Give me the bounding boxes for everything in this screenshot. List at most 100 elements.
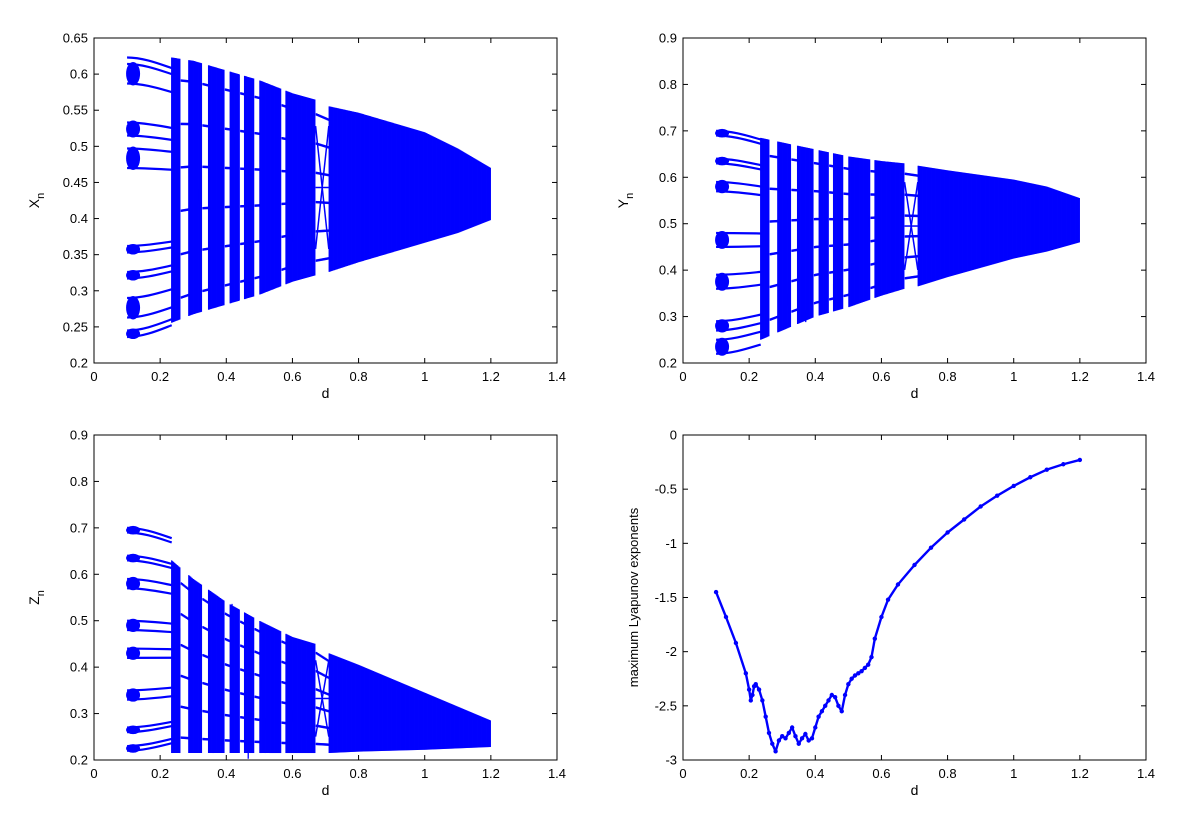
window-point bbox=[242, 167, 245, 171]
window-point bbox=[909, 276, 911, 279]
window-point bbox=[872, 193, 874, 196]
window-point bbox=[227, 166, 229, 170]
window-point bbox=[323, 657, 326, 660]
window-point bbox=[186, 294, 188, 297]
window-point bbox=[872, 170, 874, 173]
window-point bbox=[774, 220, 776, 223]
lyapunov-curve-segment bbox=[930, 531, 949, 549]
window-point bbox=[186, 736, 188, 740]
attractor-blob bbox=[715, 272, 730, 291]
window-point bbox=[258, 275, 260, 279]
window-point bbox=[315, 670, 318, 673]
data-layer bbox=[713, 457, 1083, 754]
x-tick-label: 0.2 bbox=[740, 766, 758, 781]
window-point bbox=[227, 689, 229, 692]
window-point bbox=[324, 657, 327, 661]
window-point bbox=[240, 167, 242, 170]
window-point bbox=[319, 725, 321, 728]
window-point bbox=[255, 740, 257, 744]
window-point bbox=[183, 645, 185, 648]
window-point bbox=[318, 671, 320, 674]
window-point bbox=[186, 251, 188, 254]
window-point bbox=[320, 654, 322, 658]
window-point bbox=[258, 629, 260, 633]
window-point bbox=[322, 229, 325, 233]
window-point bbox=[254, 276, 256, 280]
window-point bbox=[182, 122, 184, 126]
window-point bbox=[206, 710, 209, 714]
window-point bbox=[203, 682, 205, 685]
window-point bbox=[907, 235, 909, 238]
y-tick-label: 0.8 bbox=[70, 474, 88, 489]
window-point bbox=[773, 187, 775, 191]
window-point bbox=[829, 298, 831, 301]
window-point bbox=[320, 743, 322, 746]
window-point bbox=[816, 301, 818, 304]
window-point bbox=[205, 83, 207, 86]
window-point bbox=[224, 739, 227, 742]
window-point bbox=[322, 116, 325, 119]
x-tick-label: 0 bbox=[679, 369, 686, 384]
y-tick-label: 0.4 bbox=[659, 263, 677, 278]
window-point bbox=[255, 650, 257, 654]
window-point bbox=[183, 122, 185, 126]
window-point bbox=[321, 690, 323, 693]
window-point bbox=[323, 726, 326, 729]
window-point bbox=[913, 235, 916, 238]
window-point bbox=[327, 201, 329, 205]
window-point bbox=[326, 709, 328, 712]
window-point bbox=[187, 251, 189, 254]
window-point bbox=[769, 154, 772, 158]
window-point bbox=[772, 220, 774, 223]
window-point bbox=[326, 173, 328, 177]
window-point bbox=[240, 92, 242, 95]
y-tick-label: 0.55 bbox=[63, 103, 88, 118]
window-point bbox=[316, 113, 319, 117]
window-point bbox=[911, 194, 913, 197]
window-point bbox=[815, 273, 818, 276]
window-point bbox=[184, 122, 186, 126]
window-point bbox=[225, 166, 228, 170]
window-point bbox=[281, 137, 283, 140]
y-tick-label: 0 bbox=[670, 428, 677, 443]
window-point bbox=[321, 743, 323, 746]
window-point bbox=[226, 714, 229, 717]
window-point bbox=[773, 284, 775, 288]
lyapunov-curve-segment bbox=[1029, 468, 1048, 479]
window-point bbox=[241, 280, 243, 283]
window-point bbox=[916, 275, 918, 278]
window-point bbox=[255, 204, 257, 207]
window-point bbox=[315, 742, 318, 746]
window-point bbox=[182, 252, 184, 255]
window-point bbox=[226, 127, 229, 131]
window-point bbox=[327, 693, 329, 696]
window-point bbox=[255, 132, 257, 135]
window-point bbox=[830, 191, 833, 194]
window-point bbox=[205, 710, 207, 713]
window-point bbox=[203, 289, 205, 292]
window-point bbox=[791, 219, 793, 222]
window-point bbox=[791, 188, 793, 192]
attractor-blob bbox=[126, 725, 141, 735]
window-point bbox=[282, 268, 284, 271]
window-point bbox=[242, 740, 245, 743]
window-point bbox=[187, 294, 189, 297]
window-point bbox=[814, 301, 817, 305]
window-point bbox=[225, 714, 228, 717]
window-point bbox=[203, 598, 205, 602]
window-point bbox=[181, 209, 184, 212]
window-point bbox=[909, 255, 911, 259]
window-point bbox=[322, 725, 324, 729]
window-point bbox=[830, 244, 833, 247]
window-point bbox=[316, 706, 319, 710]
window-point bbox=[814, 245, 817, 249]
attractor-blob bbox=[126, 328, 141, 339]
window-point bbox=[315, 688, 318, 691]
window-point bbox=[817, 190, 819, 193]
window-point bbox=[281, 235, 283, 238]
attractor-blob bbox=[126, 618, 141, 632]
window-point bbox=[915, 174, 917, 177]
window-point bbox=[829, 191, 831, 194]
window-point bbox=[203, 124, 205, 127]
window-point bbox=[769, 285, 772, 289]
